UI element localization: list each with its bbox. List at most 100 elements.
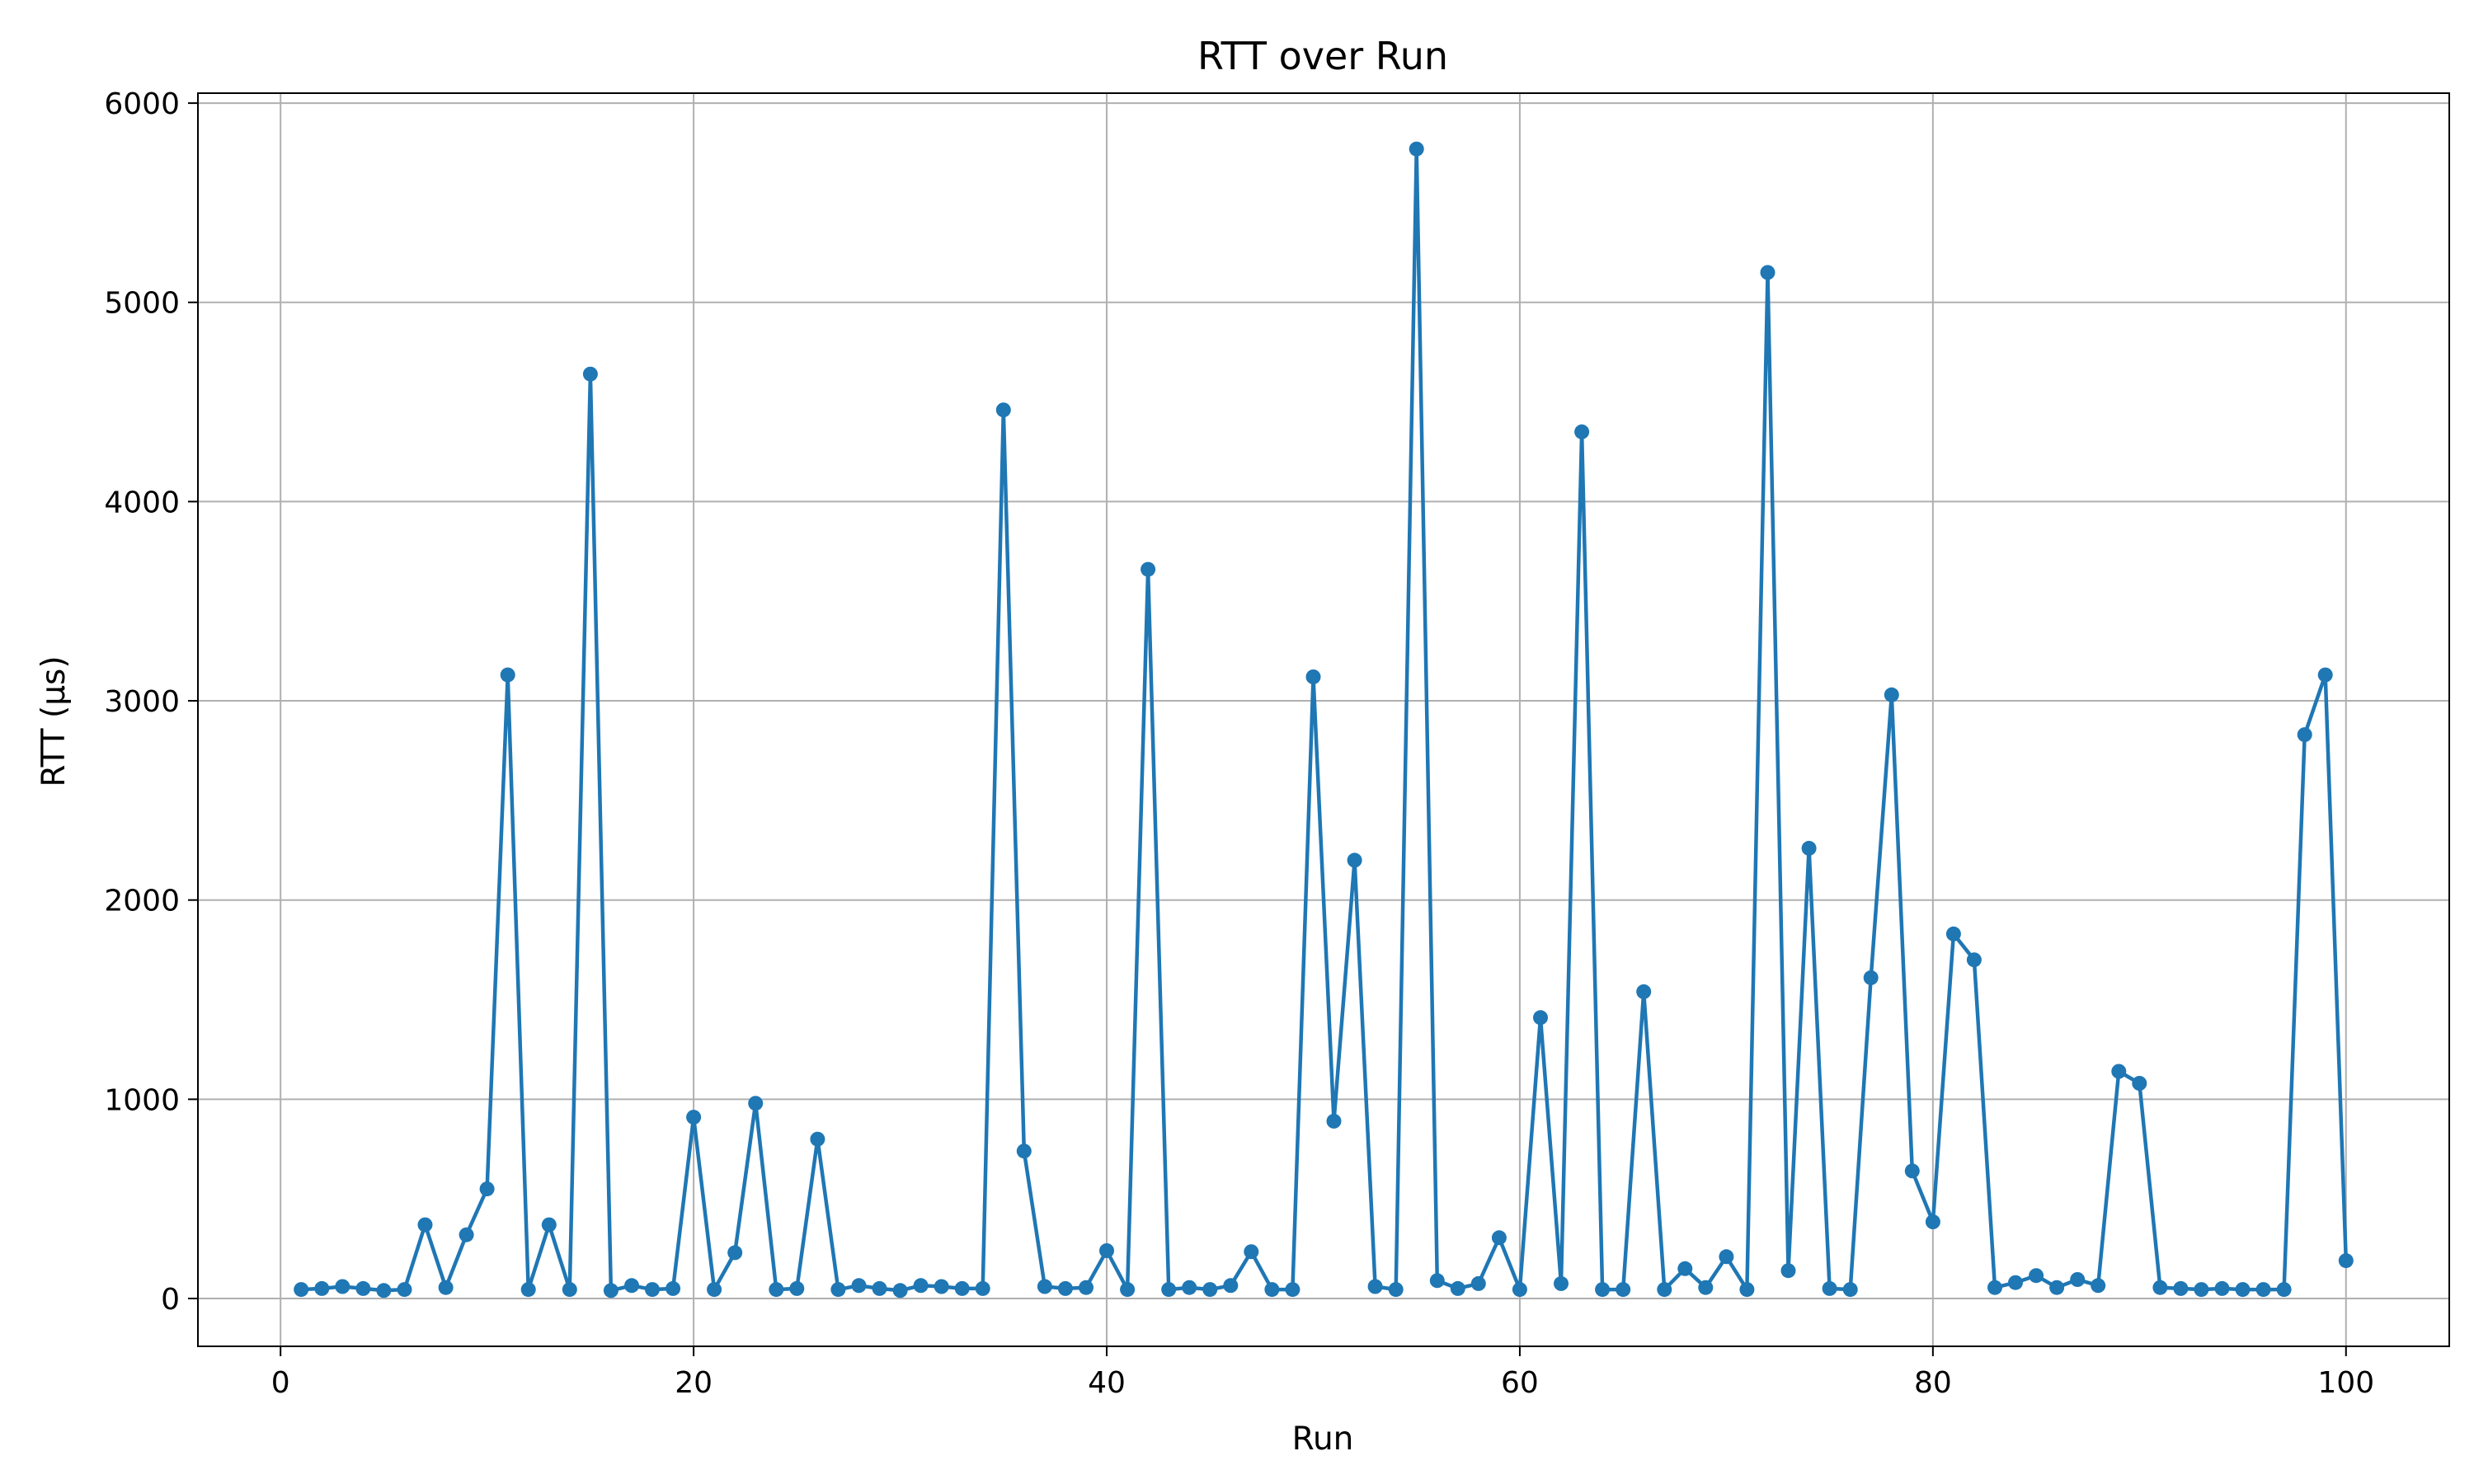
- data-point: [1161, 1282, 1177, 1298]
- data-point: [872, 1280, 887, 1296]
- y-tick-label: 6000: [104, 87, 180, 121]
- data-point: [686, 1110, 702, 1125]
- data-point: [294, 1282, 309, 1298]
- data-point: [1305, 669, 1321, 684]
- data-point: [1491, 1230, 1507, 1246]
- data-point: [1120, 1282, 1136, 1298]
- x-tick-label: 100: [2317, 1366, 2374, 1400]
- data-point: [2029, 1268, 2044, 1284]
- data-point: [2255, 1282, 2271, 1298]
- data-point: [707, 1282, 722, 1298]
- data-point: [2235, 1282, 2251, 1298]
- series-rtt: [294, 141, 2354, 1298]
- data-point: [1367, 1279, 1383, 1294]
- data-point: [314, 1280, 330, 1296]
- data-point: [995, 402, 1011, 418]
- data-point: [1057, 1280, 1073, 1296]
- data-point: [2008, 1275, 2023, 1290]
- series-line: [301, 147, 2349, 1293]
- data-point: [2276, 1282, 2292, 1298]
- x-tick-label: 80: [1914, 1366, 1952, 1400]
- y-tick-label: 5000: [104, 287, 180, 321]
- data-point: [1698, 1280, 1714, 1295]
- data-point: [830, 1282, 846, 1298]
- data-point: [2338, 1253, 2354, 1269]
- data-point: [934, 1279, 949, 1294]
- data-point: [954, 1280, 970, 1296]
- data-point: [913, 1278, 929, 1294]
- data-point: [1925, 1214, 1940, 1229]
- data-point: [851, 1278, 867, 1294]
- data-point: [1801, 840, 1817, 856]
- chart-title: RTT over Run: [1197, 34, 1448, 78]
- data-point: [355, 1280, 371, 1296]
- data-point: [1223, 1278, 1239, 1294]
- data-point: [2091, 1278, 2106, 1294]
- data-point: [645, 1282, 660, 1298]
- data-point: [2317, 667, 2333, 683]
- data-point: [1884, 687, 1899, 702]
- data-point: [2111, 1064, 2127, 1079]
- data-point: [479, 1181, 495, 1197]
- y-tick-label: 0: [161, 1283, 180, 1317]
- x-tick-label: 60: [1501, 1366, 1539, 1400]
- data-point: [2214, 1280, 2230, 1296]
- data-point: [417, 1217, 433, 1233]
- data-point: [1739, 1282, 1755, 1298]
- data-point: [541, 1217, 557, 1233]
- data-point: [1326, 1113, 1342, 1129]
- data-point: [1429, 1273, 1445, 1289]
- y-tick-label: 3000: [104, 685, 180, 719]
- data-point: [810, 1131, 825, 1147]
- data-point: [1945, 926, 1961, 942]
- data-point: [459, 1227, 474, 1242]
- y-axis-ticks: 0 1000 2000 3000 4000 5000 6000: [104, 87, 198, 1317]
- data-point: [1904, 1163, 1920, 1179]
- plot-area-frame: [197, 92, 2450, 1347]
- data-point: [438, 1280, 454, 1295]
- data-point: [582, 366, 598, 382]
- data-point: [1409, 141, 1424, 157]
- data-point: [520, 1282, 536, 1298]
- data-point: [1760, 265, 1776, 280]
- data-point: [376, 1283, 392, 1298]
- data-point: [1512, 1282, 1527, 1298]
- y-tick-label: 4000: [104, 486, 180, 519]
- data-point: [2173, 1280, 2189, 1296]
- data-point: [1141, 561, 1156, 577]
- data-point: [1636, 984, 1652, 999]
- data-point: [748, 1096, 764, 1111]
- data-point: [1470, 1275, 1486, 1291]
- data-point: [624, 1278, 639, 1294]
- x-tick-label: 20: [675, 1366, 713, 1400]
- data-point: [975, 1280, 990, 1296]
- y-tick-label: 1000: [104, 1083, 180, 1117]
- data-point: [562, 1282, 577, 1298]
- x-tick-label: 0: [271, 1366, 290, 1400]
- data-point: [1388, 1282, 1404, 1298]
- data-point: [2194, 1282, 2209, 1298]
- data-point: [1202, 1282, 1218, 1298]
- data-point: [2049, 1280, 2065, 1295]
- data-point: [1099, 1243, 1114, 1258]
- data-point: [1863, 970, 1879, 985]
- data-point: [1450, 1280, 1465, 1296]
- data-point: [1966, 952, 1982, 968]
- y-axis-label: RTT (µs): [35, 655, 73, 787]
- data-point: [1780, 1263, 1796, 1279]
- data-point: [1657, 1282, 1672, 1298]
- data-point: [1533, 1010, 1548, 1026]
- data-point: [2070, 1272, 2086, 1287]
- data-point: [1574, 424, 1590, 439]
- data-point: [603, 1283, 618, 1298]
- x-axis-label: Run: [1292, 1421, 1354, 1458]
- data-point: [2297, 727, 2312, 743]
- y-tick-label: 2000: [104, 885, 180, 918]
- data-point: [1554, 1275, 1569, 1291]
- data-point: [1244, 1244, 1259, 1260]
- data-point: [1285, 1282, 1300, 1298]
- data-point: [1616, 1282, 1631, 1298]
- data-point: [1037, 1279, 1052, 1294]
- data-point: [1347, 852, 1362, 868]
